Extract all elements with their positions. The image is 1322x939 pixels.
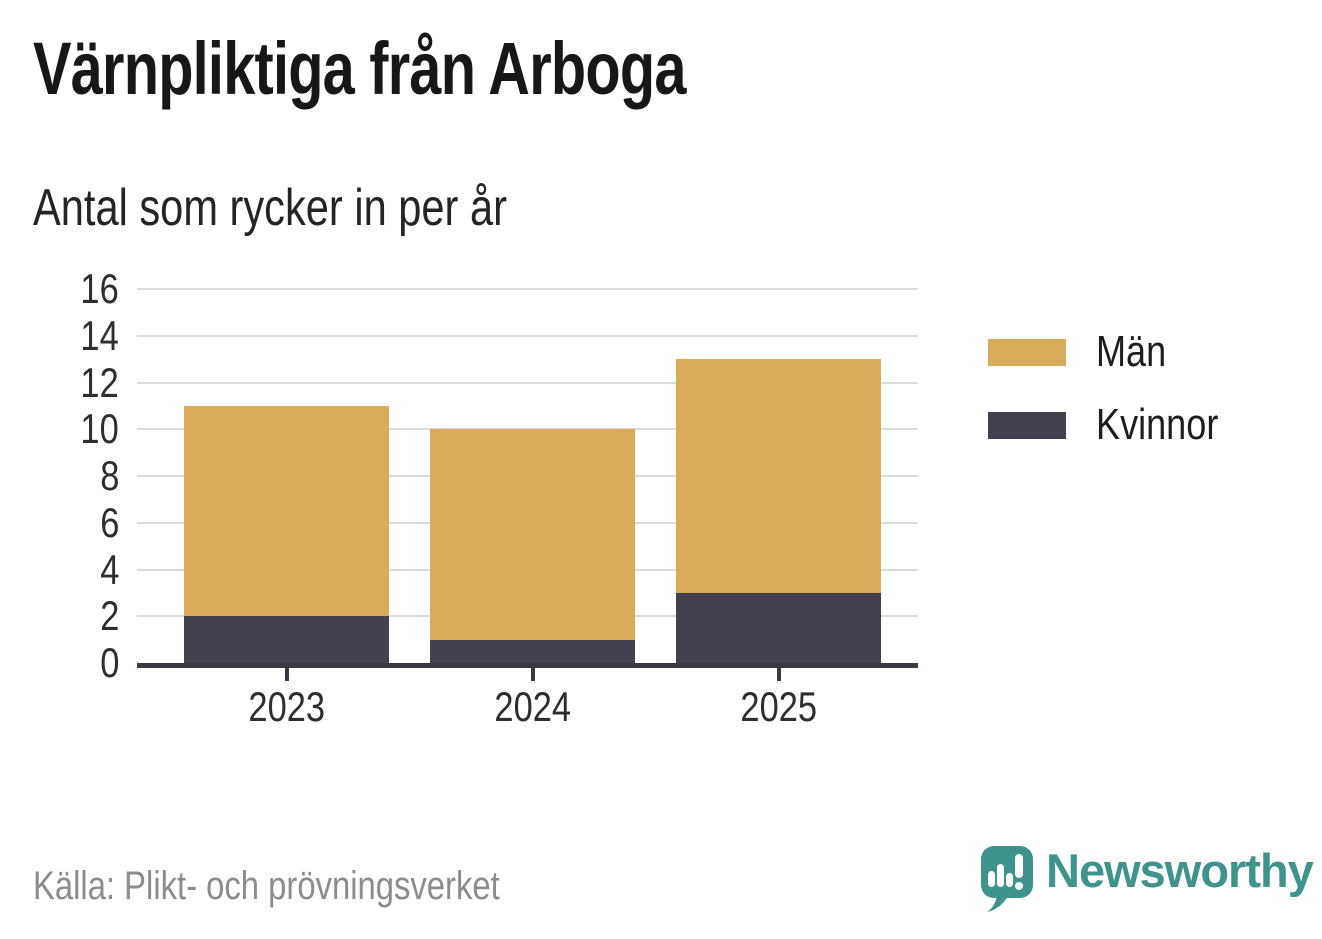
x-axis-tick-mark — [284, 668, 289, 681]
y-axis-tick-label-text: 0 — [99, 639, 119, 686]
y-axis-tick-label: 2 — [0, 595, 119, 637]
y-axis-tick-label: 14 — [0, 311, 119, 359]
x-axis-tick-label: 2024 — [433, 686, 633, 728]
bar-segment-kvinnor-2023 — [184, 616, 389, 663]
x-axis-tick-label-text: 2024 — [494, 683, 571, 730]
chart-subtitle: Antal som rycker in per år — [33, 182, 625, 234]
source-note-text: Källa: Plikt- och prövningsverket — [33, 864, 500, 908]
x-axis-tick-label-text: 2023 — [248, 683, 325, 730]
y-axis-tick-label: 10 — [0, 408, 119, 450]
legend-label: Män — [1096, 330, 1182, 374]
gridline-y-14 — [137, 334, 918, 337]
legend-item-kvinnor: Kvinnor — [988, 403, 1245, 447]
y-axis-tick-label: 16 — [0, 268, 119, 310]
legend-label: Kvinnor — [1096, 403, 1245, 447]
legend-item-män: Män — [988, 330, 1245, 374]
y-axis-tick-label-text: 6 — [99, 498, 119, 546]
x-axis-tick-mark — [530, 668, 535, 681]
bar-segment-kvinnor-2024 — [430, 639, 635, 663]
y-axis-tick-label-text: 8 — [99, 452, 119, 499]
x-axis-tick-label: 2023 — [187, 686, 387, 728]
y-axis-tick-label-text: 10 — [80, 405, 119, 453]
gridline-y-12 — [137, 381, 918, 384]
gridline-y-16 — [137, 288, 918, 290]
bar-segment-man-2024 — [430, 429, 635, 640]
y-axis-tick-label: 12 — [0, 358, 119, 406]
y-axis-tick-label-text: 2 — [99, 592, 119, 640]
brand-logo: Newsworthy — [980, 844, 1314, 913]
y-axis-tick-label-text: 14 — [80, 311, 119, 359]
y-axis-tick-label-text: 4 — [99, 545, 119, 593]
x-axis-tick-mark — [776, 668, 781, 681]
y-axis-tick-label: 8 — [0, 455, 119, 497]
y-axis-tick-label-text: 16 — [80, 265, 119, 312]
legend-label-text: Män — [1096, 327, 1167, 376]
brand-name: Newsworthy — [1046, 844, 1314, 897]
source-note: Källa: Plikt- och prövningsverket — [33, 866, 602, 906]
y-axis-tick-label: 4 — [0, 545, 119, 593]
x-axis-tick-label-text: 2025 — [740, 683, 817, 730]
y-axis-tick-label-text: 12 — [80, 358, 119, 406]
x-axis-tick-label: 2025 — [679, 686, 879, 728]
newsworthy-speech-bubble-barchart-icon — [981, 846, 1033, 912]
y-axis-tick-label: 6 — [0, 498, 119, 546]
chart-subtitle-text: Antal som rycker in per år — [33, 179, 507, 237]
y-axis-tick-label: 0 — [0, 642, 119, 684]
chart-title-text: Värnpliktiga från Arboga — [33, 27, 686, 110]
legend-swatch-kvinnor — [988, 411, 1066, 439]
legend: Män Kvinnor — [988, 330, 1245, 476]
bar-segment-kvinnor-2025 — [676, 592, 881, 663]
bar-segment-man-2025 — [676, 359, 881, 593]
chart-title: Värnpliktiga från Arboga — [33, 30, 870, 108]
legend-label-text: Kvinnor — [1096, 400, 1219, 449]
bar-segment-man-2023 — [184, 405, 389, 617]
legend-swatch-män — [988, 338, 1066, 366]
x-axis-line — [137, 663, 918, 668]
